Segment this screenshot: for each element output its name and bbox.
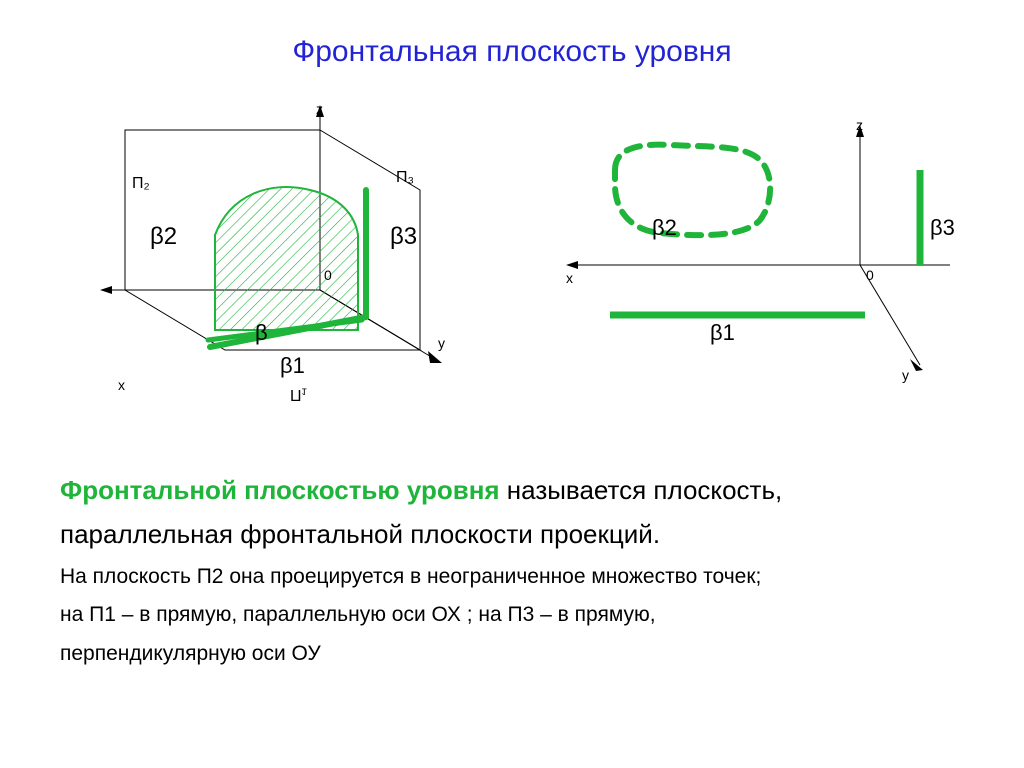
definition-line-2: параллельная фронтальной плоскости проек… [60,514,980,554]
origin-label: 0 [324,267,332,283]
y-label: y [438,335,445,351]
definition-bold: Фронтальной плоскостью уровня [60,475,500,505]
text-block: Фронтальной плоскостью уровня называется… [60,470,980,670]
p3-label: П₃ [396,169,414,187]
detail-line-3: перпендикулярную оси ОУ [60,638,980,671]
beta3-label: β3 [390,223,417,251]
page-title: Фронтальная плоскость уровня [0,35,1024,69]
detail-line-1: На плоскость П2 она проецируется в неогр… [60,561,980,594]
y-arrow [428,351,442,363]
z-label: z [316,101,323,117]
y-label-2d: y [902,367,909,383]
beta1-2d-label: β1 [710,320,735,346]
beta3-2d-label: β3 [930,215,955,241]
left-svg [80,95,460,435]
beta-label: β [255,320,268,346]
beta2-2d-label: β2 [652,215,677,241]
x-label-2d: x [566,270,573,286]
p1-label: П₁ [290,385,307,403]
x-label: x [118,377,125,393]
p2-label: П₂ [132,175,150,193]
title-text: Фронтальная плоскость уровня [292,35,731,68]
right-svg [560,115,960,415]
detail-line-2: на П1 – в прямую, параллельную оси ОХ ; … [60,599,980,632]
x-arrow-2d [566,261,578,269]
diagram-area: z x y 0 П₂ П₃ П₁ β2 β3 β1 β [0,95,1024,435]
right-2d-diagram: z x y 0 β2 β3 β1 [560,115,960,415]
left-3d-diagram: z x y 0 П₂ П₃ П₁ β2 β3 β1 β [80,95,460,435]
definition-line-1: Фронтальной плоскостью уровня называется… [60,470,980,510]
beta1-label: β1 [280,353,305,379]
y-arrow-2d [910,359,923,371]
beta-plane-shape [215,187,358,330]
definition-rest1: называется плоскость, [500,475,783,505]
beta2-dashed [615,145,770,236]
beta2-label: β2 [150,223,177,251]
origin-label-2d: 0 [866,267,874,283]
x-left-arrow [100,286,112,294]
z-label-2d: z [856,117,863,133]
